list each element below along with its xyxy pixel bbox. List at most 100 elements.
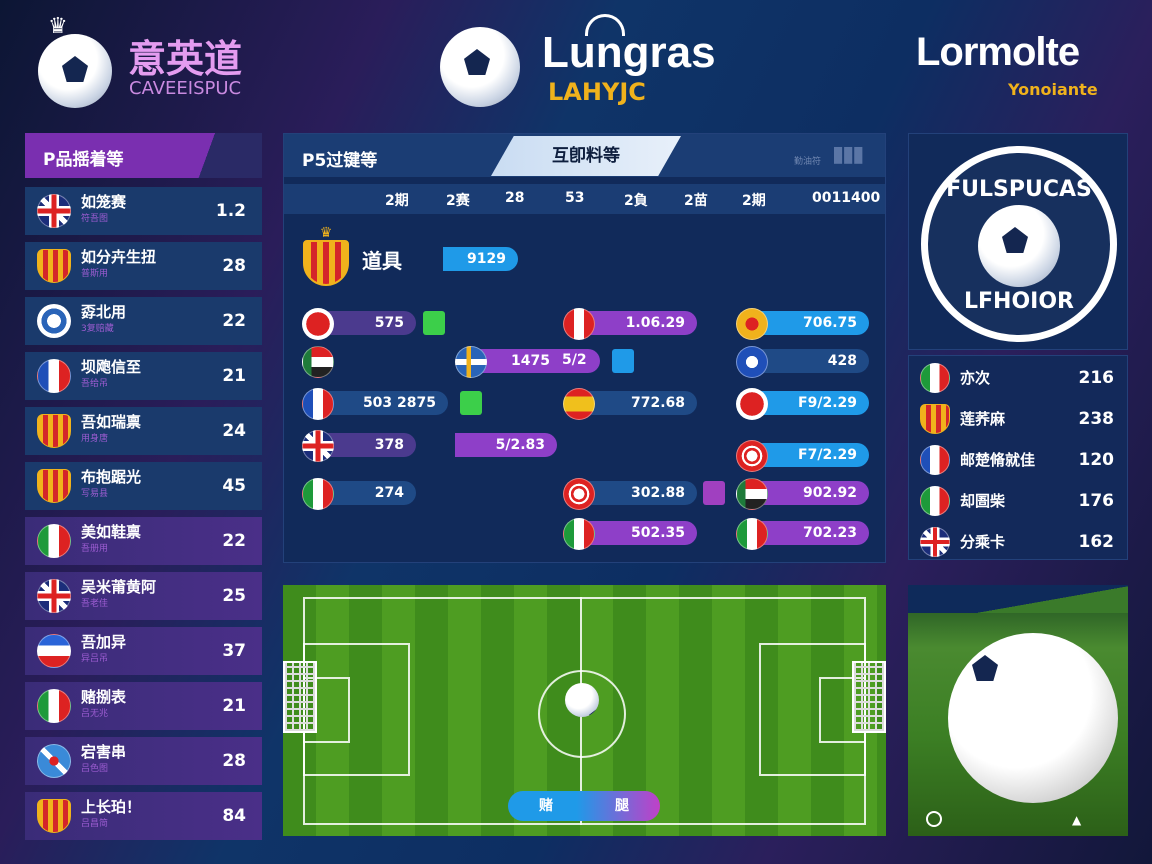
standings-row[interactable]: 美如鞋禀 吾册用 22 [25, 517, 262, 565]
match-score: 428 [752, 349, 869, 373]
team-name: 如分卉生扭 普斯用 [81, 249, 156, 283]
team-subtitle: 异吕吊 [81, 654, 109, 664]
uk-flag-icon [920, 527, 950, 557]
match-score: 274 [318, 481, 416, 505]
round-column-header[interactable]: 2期 [742, 193, 766, 209]
team-name: 如笼赛 符吾图 [81, 194, 126, 228]
brand-subtitle: CAVEEISPUC [129, 78, 242, 99]
team-points: 22 [222, 531, 246, 551]
team-name-text: 如分卉生扭 [81, 248, 157, 266]
standings-row[interactable]: 坝飑信至 吾给吊 21 [25, 352, 262, 400]
football-photo: ▲ [908, 585, 1128, 836]
match-score: 1.06.29 [578, 311, 697, 335]
sweden-flag-icon [455, 346, 487, 378]
standings-row[interactable]: 上长珀！ 吕昌简 84 [25, 792, 262, 840]
brand-subtitle: LAHYJC [548, 78, 646, 106]
team-name-text: 孬北用 [81, 303, 127, 321]
match-score: 1475 [470, 349, 600, 373]
round-column-header[interactable]: 0011400 [812, 190, 881, 206]
match-score: 378 [318, 433, 416, 457]
team-subtitle: 吾册用 [81, 544, 109, 554]
badge-top-text: FULSPUCAS [946, 177, 1092, 202]
team-name: 孬北用 3复赔藏 [81, 304, 126, 338]
status-marker [612, 349, 634, 373]
round-column-header[interactable]: 2苗 [684, 193, 708, 209]
standings-row[interactable]: 如笼赛 符吾图 1.2 [25, 187, 262, 235]
ranking-row[interactable]: 莲荞麻 238 [916, 400, 1122, 438]
left-panel-header: P品揺着等 [25, 133, 262, 178]
ranking-row[interactable]: 分乘卡 162 [916, 523, 1122, 561]
standings-row[interactable]: 布抱踞光 写易县 45 [25, 462, 262, 510]
play-icon[interactable] [926, 811, 942, 827]
standings-row[interactable]: 宕害串 吕色图 28 [25, 737, 262, 785]
team-points: 238 [1078, 409, 1115, 429]
status-marker [703, 481, 725, 505]
brand-title: Lungras [542, 28, 716, 77]
grid-icon[interactable]: ▮▮▮ [832, 142, 864, 167]
featured-score: 9129 [443, 247, 518, 271]
team-points: 22 [222, 311, 246, 331]
ranking-row[interactable]: 邮楚脩就佳 120 [916, 441, 1122, 479]
uk-flag-icon [37, 579, 71, 613]
standings-row[interactable]: 赌捌表 吕无兆 21 [25, 682, 262, 730]
triangle-icon[interactable]: ▲ [1072, 813, 1082, 827]
standings-row[interactable]: 孬北用 3复赔藏 22 [25, 297, 262, 345]
standings-row[interactable]: 吴米莆黄阿 吾老佳 25 [25, 572, 262, 620]
france-flag-icon [302, 388, 334, 420]
brand-title: 意英道 [128, 37, 243, 81]
soccer-ball-icon [948, 633, 1118, 803]
goal-right-icon [852, 661, 886, 733]
team-name: 赌捌表 吕无兆 [81, 689, 126, 723]
standings-row[interactable]: 吾加异 异吕吊 37 [25, 627, 262, 675]
team-name-text: 吾加异 [81, 633, 127, 651]
italy-flag-icon [37, 524, 71, 558]
match-score: 772.68 [578, 391, 697, 415]
team-name-text: 坝飑信至 [81, 358, 142, 376]
team-name: 亦次 [960, 368, 991, 387]
team-points: 28 [222, 751, 246, 771]
round-column-header[interactable]: 28 [505, 190, 525, 206]
uk-flag-icon [302, 430, 334, 462]
match-score: 575 [318, 311, 416, 335]
blue-crest-flag-icon [736, 346, 768, 378]
team-name: 邮楚脩就佳 [960, 450, 1036, 469]
match-score: 502.35 [578, 521, 697, 545]
red-crest-flag-icon [736, 388, 768, 420]
france-flag-icon [920, 445, 950, 475]
badge-bottom-text: LFHOIOR [964, 289, 1074, 314]
brand-subtitle: Yonoiante [1008, 80, 1098, 99]
ranking-row[interactable]: 亦次 216 [916, 359, 1122, 397]
uk-flag-icon [37, 194, 71, 228]
goal-left-icon [283, 661, 317, 733]
standings-row[interactable]: 如分卉生扭 普斯用 28 [25, 242, 262, 290]
football-pitch: 赌 腿 [283, 585, 886, 836]
tunisia-flag-icon [736, 440, 768, 472]
team-name: 宕害串 吕色图 [81, 744, 126, 778]
tab-active[interactable]: 互卽料等 [491, 136, 681, 176]
team-points: 162 [1078, 532, 1115, 552]
bracket-title-bar: P5过键等 互卽料等 勤油符 ▮▮▮ [284, 134, 885, 177]
football-logo-icon [440, 27, 520, 107]
italy-flag-icon [37, 689, 71, 723]
pitch-left-button[interactable]: 赌 [539, 798, 553, 814]
round-column-header[interactable]: 2赛 [446, 193, 470, 209]
match-score: F9/2.29 [752, 391, 869, 415]
center-circle [538, 670, 626, 758]
team-name: 美如鞋禀 吾册用 [81, 524, 141, 558]
round-column-header[interactable]: 2期 [385, 193, 409, 209]
italy-flag-icon [736, 518, 768, 550]
match-score: F7/2.29 [752, 443, 869, 467]
blue-white-flag-icon [37, 304, 71, 338]
round-column-header[interactable]: 2負 [624, 193, 648, 209]
crest-flag-icon [920, 404, 950, 434]
standings-row[interactable]: 吾如瑞禀 用身唐 24 [25, 407, 262, 455]
crest-flag-icon [37, 469, 71, 503]
italy-flag-icon [920, 363, 950, 393]
tab-small-label[interactable]: 勤油符 [794, 157, 822, 167]
round-column-header[interactable]: 53 [565, 190, 585, 206]
team-subtitle: 写易县 [81, 489, 109, 499]
ranking-row[interactable]: 却圄柴 176 [916, 482, 1122, 520]
pitch-right-button[interactable]: 腿 [615, 798, 629, 814]
team-name: 却圄柴 [960, 491, 1006, 510]
team-points: 216 [1078, 368, 1115, 388]
